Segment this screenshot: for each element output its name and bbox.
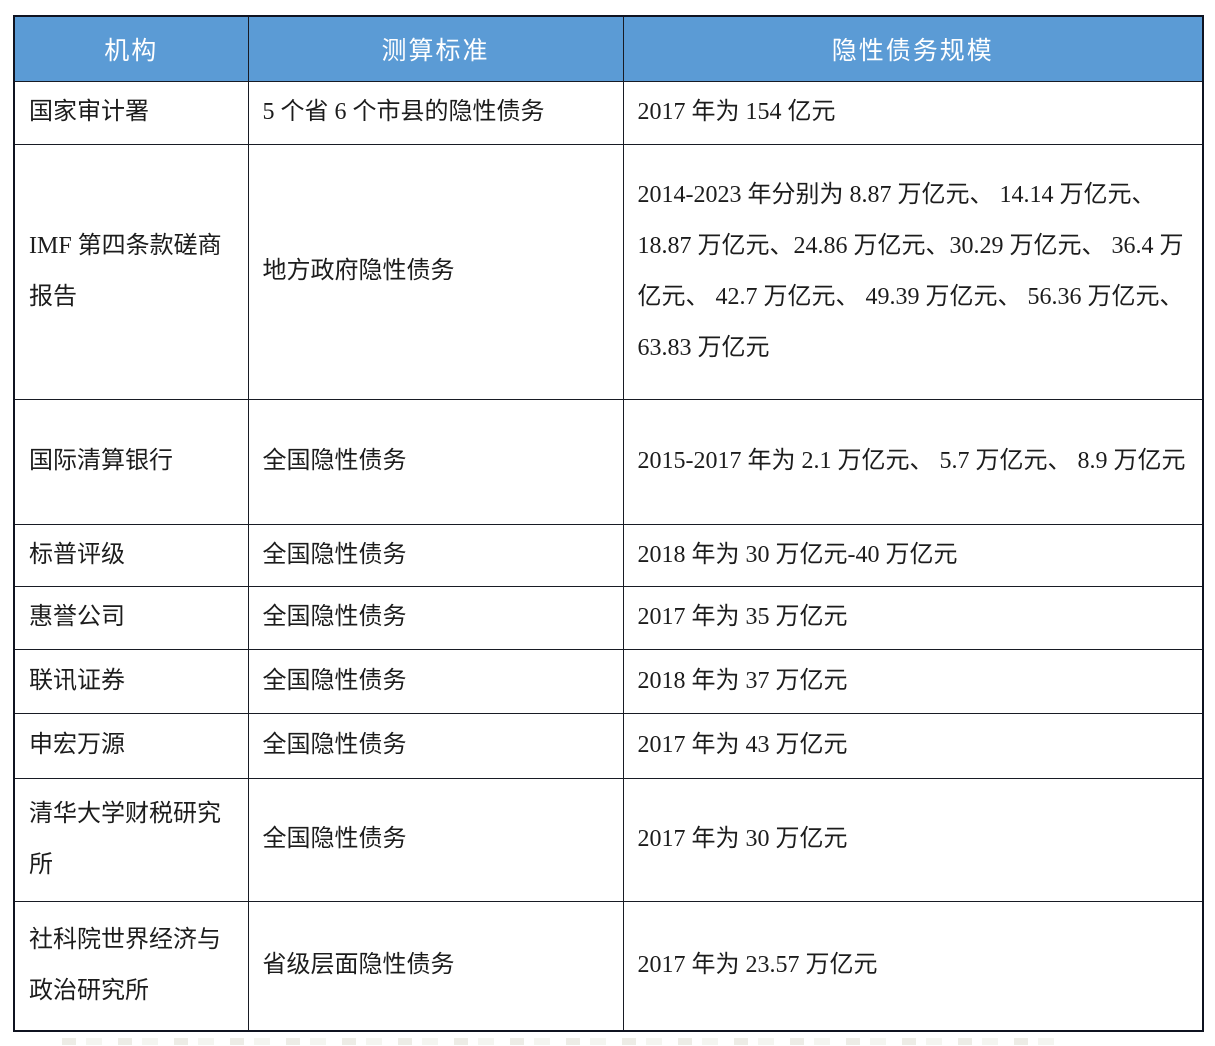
cell-scale: 2017 年为 23.57 万亿元: [622, 900, 1204, 1032]
cell-institution: 国家审计署: [13, 80, 249, 145]
hidden-debt-table: 机构 测算标准 隐性债务规模 国家审计署 5 个省 6 个市县的隐性债务 201…: [13, 15, 1204, 1032]
cell-scale: 2017 年为 30 万亿元: [622, 777, 1204, 902]
cell-institution: 标普评级: [13, 523, 249, 587]
cell-institution: 国际清算银行: [13, 398, 249, 525]
header-institution: 机构: [13, 15, 249, 82]
cell-standard: 5 个省 6 个市县的隐性债务: [247, 80, 624, 145]
cell-institution: 社科院世界经济与政治研究所: [13, 900, 249, 1032]
table-row: 社科院世界经济与政治研究所 省级层面隐性债务 2017 年为 23.57 万亿元: [13, 900, 1204, 1032]
table-row: IMF 第四条款磋商报告 地方政府隐性债务 2014-2023 年分别为 8.8…: [13, 143, 1204, 400]
cell-institution: 惠誉公司: [13, 585, 249, 650]
table-row: 国家审计署 5 个省 6 个市县的隐性债务 2017 年为 154 亿元: [13, 80, 1204, 145]
cell-institution: IMF 第四条款磋商报告: [13, 143, 249, 400]
cell-standard: 全国隐性债务: [247, 398, 624, 525]
table-row: 惠誉公司 全国隐性债务 2017 年为 35 万亿元: [13, 585, 1204, 650]
cell-institution: 申宏万源: [13, 712, 249, 779]
table-row: 联讯证券 全国隐性债务 2018 年为 37 万亿元: [13, 648, 1204, 714]
cell-scale: 2018 年为 30 万亿元-40 万亿元: [622, 523, 1204, 587]
cell-standard: 全国隐性债务: [247, 523, 624, 587]
table-row: 清华大学财税研究所 全国隐性债务 2017 年为 30 万亿元: [13, 777, 1204, 902]
cell-standard: 全国隐性债务: [247, 777, 624, 902]
cell-scale: 2014-2023 年分别为 8.87 万亿元、 14.14 万亿元、18.87…: [622, 143, 1204, 400]
cell-standard: 省级层面隐性债务: [247, 900, 624, 1032]
cell-institution: 清华大学财税研究所: [13, 777, 249, 902]
cell-scale: 2015-2017 年为 2.1 万亿元、 5.7 万亿元、 8.9 万亿元: [622, 398, 1204, 525]
table-header-row: 机构 测算标准 隐性债务规模: [13, 15, 1204, 82]
table-row: 申宏万源 全国隐性债务 2017 年为 43 万亿元: [13, 712, 1204, 779]
cell-scale: 2018 年为 37 万亿元: [622, 648, 1204, 714]
cell-standard: 全国隐性债务: [247, 648, 624, 714]
header-measurement-standard: 测算标准: [247, 15, 624, 82]
cropped-caption-fragment: [62, 1038, 1057, 1045]
table-row: 国际清算银行 全国隐性债务 2015-2017 年为 2.1 万亿元、 5.7 …: [13, 398, 1204, 525]
cell-standard: 全国隐性债务: [247, 585, 624, 650]
cell-standard: 全国隐性债务: [247, 712, 624, 779]
cell-scale: 2017 年为 35 万亿元: [622, 585, 1204, 650]
header-debt-scale: 隐性债务规模: [622, 15, 1204, 82]
cell-scale: 2017 年为 43 万亿元: [622, 712, 1204, 779]
cell-institution: 联讯证券: [13, 648, 249, 714]
table-row: 标普评级 全国隐性债务 2018 年为 30 万亿元-40 万亿元: [13, 523, 1204, 587]
cell-standard: 地方政府隐性债务: [247, 143, 624, 400]
cell-scale: 2017 年为 154 亿元: [622, 80, 1204, 145]
